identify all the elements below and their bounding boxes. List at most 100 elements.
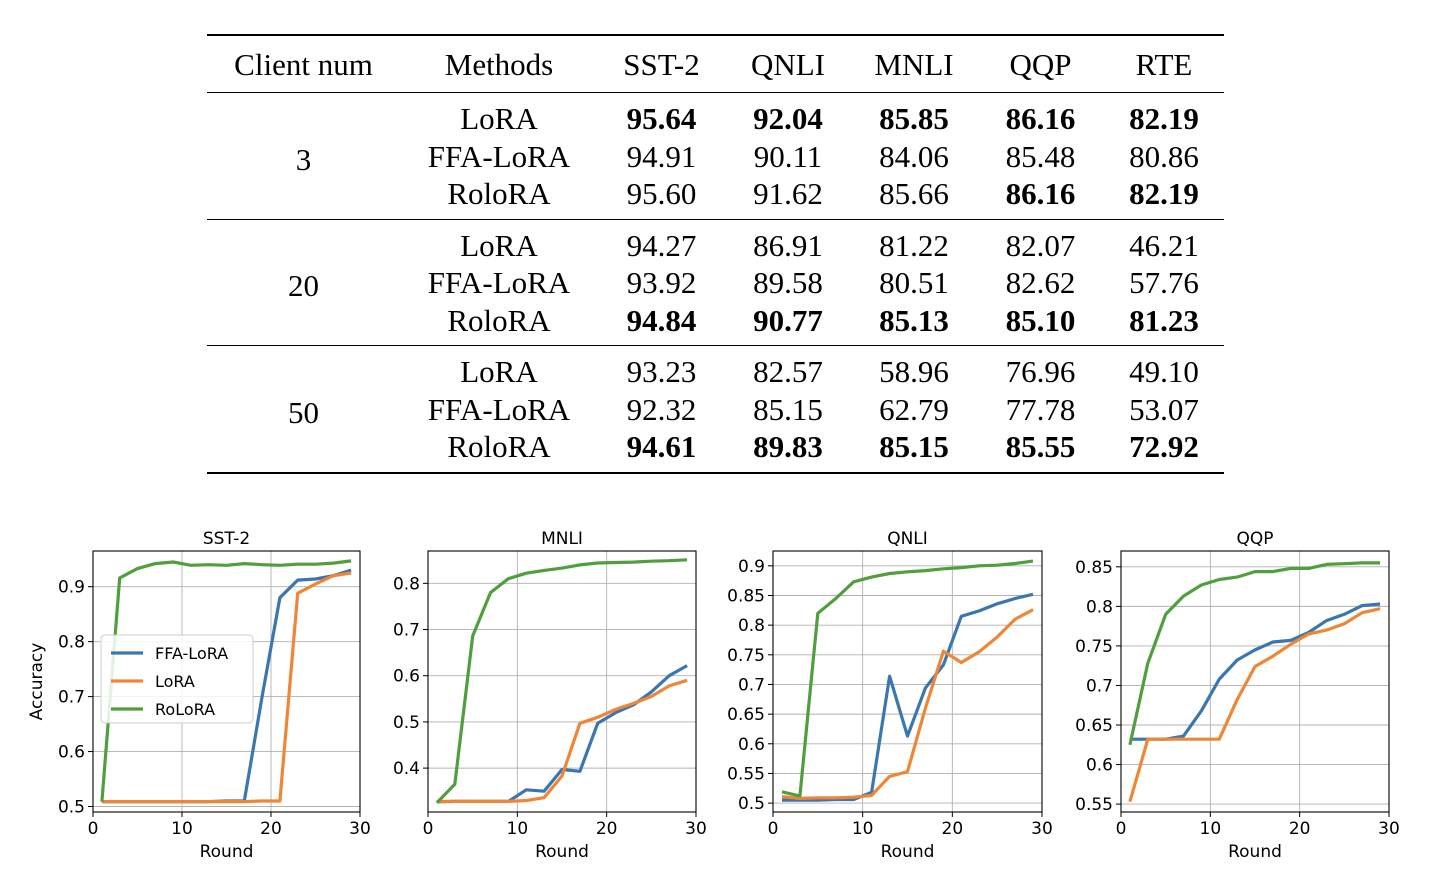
y-tick-label: 0.85 <box>1075 558 1113 578</box>
method-cell: RoloRA <box>447 302 551 338</box>
client-num-cell: 20 <box>288 268 319 304</box>
value-cell: 84.06 <box>879 138 949 174</box>
table-row: 3 LoRA 95.64 92.04 85.85 86.16 82.19 <box>207 93 1224 174</box>
x-tick-label: 30 <box>1031 819 1053 839</box>
table-row: 20 LoRA 94.27 86.91 81.22 82.07 46.21 <box>207 219 1224 301</box>
chart-panel: 0 10 20 30 0.5 0.55 0.6 0.65 0.7 0.75 0.8 0.85 0.9 QN… <box>727 529 1053 862</box>
value-cell: 86.91 <box>753 227 823 263</box>
y-tick-label: 0.6 <box>738 735 765 755</box>
series-line <box>436 678 688 803</box>
y-tick-label: 0.4 <box>393 759 420 779</box>
value-cell: 89.83 <box>753 429 823 465</box>
table-group-3: 3 LoRA 95.64 92.04 85.85 86.16 82.19 FFA… <box>207 93 1224 219</box>
y-tick-label: 0.8 <box>738 616 765 636</box>
y-tick-label: 0.8 <box>58 633 85 653</box>
legend-label: FFA-LoRA <box>155 644 228 663</box>
value-cell: 94.84 <box>626 302 697 338</box>
x-axis-label: Round <box>881 842 935 862</box>
value-cell: 91.62 <box>753 176 823 212</box>
x-tick-label: 10 <box>171 819 193 839</box>
value-cell: 85.55 <box>1005 429 1076 465</box>
chart-panel: 0 10 20 30 0.4 0.5 0.6 0.7 0.8 MNLI Round <box>393 529 707 862</box>
value-cell: 81.23 <box>1129 302 1199 338</box>
y-tick-label: 0.75 <box>1075 637 1113 657</box>
method-cell: FFA-LoRA <box>427 391 571 427</box>
chart-title: SST-2 <box>203 529 250 549</box>
series-line <box>1128 561 1381 746</box>
chart-panel: 0 10 20 30 0.55 0.6 0.65 0.7 0.75 0.8 0.85 QQP Round <box>1075 529 1400 862</box>
y-tick-label: 0.65 <box>1075 716 1113 736</box>
y-tick-label: 0.5 <box>58 798 85 818</box>
plot-frame <box>1120 550 1390 813</box>
x-axis-label: Round <box>200 842 254 862</box>
series-line <box>781 608 1034 800</box>
chart-title: QNLI <box>887 529 928 549</box>
x-tick-label: 10 <box>852 819 874 839</box>
x-tick-label: 20 <box>260 819 282 839</box>
value-cell: 76.96 <box>1005 354 1076 390</box>
method-cell: FFA-LoRA <box>427 138 571 174</box>
method-cell: FFA-LoRA <box>427 265 571 301</box>
value-cell: 92.04 <box>753 101 823 137</box>
x-tick-label: 20 <box>942 819 964 839</box>
x-tick-label: 20 <box>596 819 618 839</box>
chart-title: MNLI <box>541 529 583 549</box>
table-group-50: 50 LoRA 93.23 82.57 58.96 76.96 49.10 FF… <box>207 346 1224 473</box>
y-tick-label: 0.5 <box>393 713 420 733</box>
y-tick-label: 0.8 <box>1086 597 1113 617</box>
series-line <box>100 559 352 802</box>
value-cell: 92.32 <box>626 391 697 427</box>
x-axis-label: Round <box>1228 842 1282 862</box>
value-cell: 82.62 <box>1005 265 1076 301</box>
y-tick-label: 0.65 <box>727 705 765 725</box>
y-tick-label: 0.7 <box>738 675 765 695</box>
value-cell: 94.61 <box>626 429 697 465</box>
x-tick-label: 30 <box>1378 819 1400 839</box>
x-tick-label: 0 <box>768 819 779 839</box>
value-cell: 86.16 <box>1005 101 1076 137</box>
value-cell: 62.79 <box>879 391 949 427</box>
value-cell: 81.22 <box>879 227 949 263</box>
value-cell: 93.23 <box>626 354 697 390</box>
client-num-cell: 50 <box>288 394 319 430</box>
value-cell: 58.96 <box>879 354 949 390</box>
value-cell: 77.78 <box>1005 391 1076 427</box>
x-tick-label: 10 <box>507 819 529 839</box>
x-tick-label: 10 <box>1200 819 1222 839</box>
header-rte: RTE <box>1135 46 1193 82</box>
x-tick-label: 0 <box>1116 819 1127 839</box>
header-qnli: QNLI <box>750 46 826 82</box>
table-header-row: Client num Methods SST-2 QNLI MNLI QQP R… <box>207 35 1224 93</box>
table-row: FFA-LoRA 92.32 85.15 62.79 77.78 53.07 <box>207 391 1224 429</box>
y-tick-label: 0.9 <box>738 557 765 577</box>
header-qqp: QQP <box>1009 46 1072 82</box>
plot-frame <box>772 550 1043 813</box>
value-cell: 49.10 <box>1129 354 1199 390</box>
value-cell: 93.92 <box>626 265 697 301</box>
value-cell: 82.19 <box>1129 176 1199 212</box>
x-axis-label: Round <box>535 842 589 862</box>
y-tick-label: 0.6 <box>1086 756 1113 776</box>
series-line <box>435 558 688 804</box>
header-sst2: SST-2 <box>623 46 700 82</box>
value-cell: 89.58 <box>753 265 823 301</box>
x-tick-label: 30 <box>685 819 707 839</box>
y-tick-label: 0.75 <box>727 646 765 666</box>
value-cell: 82.57 <box>753 354 823 390</box>
header-methods: Methods <box>444 46 554 82</box>
value-cell: 86.16 <box>1005 176 1076 212</box>
y-tick-label: 0.6 <box>58 743 85 763</box>
y-tick-label: 0.8 <box>393 574 420 594</box>
table-row: RoloRA 95.60 91.62 85.66 86.16 82.19 <box>207 175 1224 219</box>
value-cell: 82.19 <box>1129 101 1199 137</box>
y-tick-label: 0.5 <box>738 794 765 814</box>
value-cell: 85.13 <box>879 302 949 338</box>
y-tick-label: 0.6 <box>393 667 420 687</box>
series-line <box>436 664 688 804</box>
series-line <box>782 592 1034 802</box>
method-cell: LoRA <box>460 354 538 390</box>
value-cell: 85.48 <box>1005 138 1076 174</box>
value-cell: 90.11 <box>753 138 823 174</box>
value-cell: 85.15 <box>753 391 823 427</box>
x-tick-label: 0 <box>88 819 99 839</box>
